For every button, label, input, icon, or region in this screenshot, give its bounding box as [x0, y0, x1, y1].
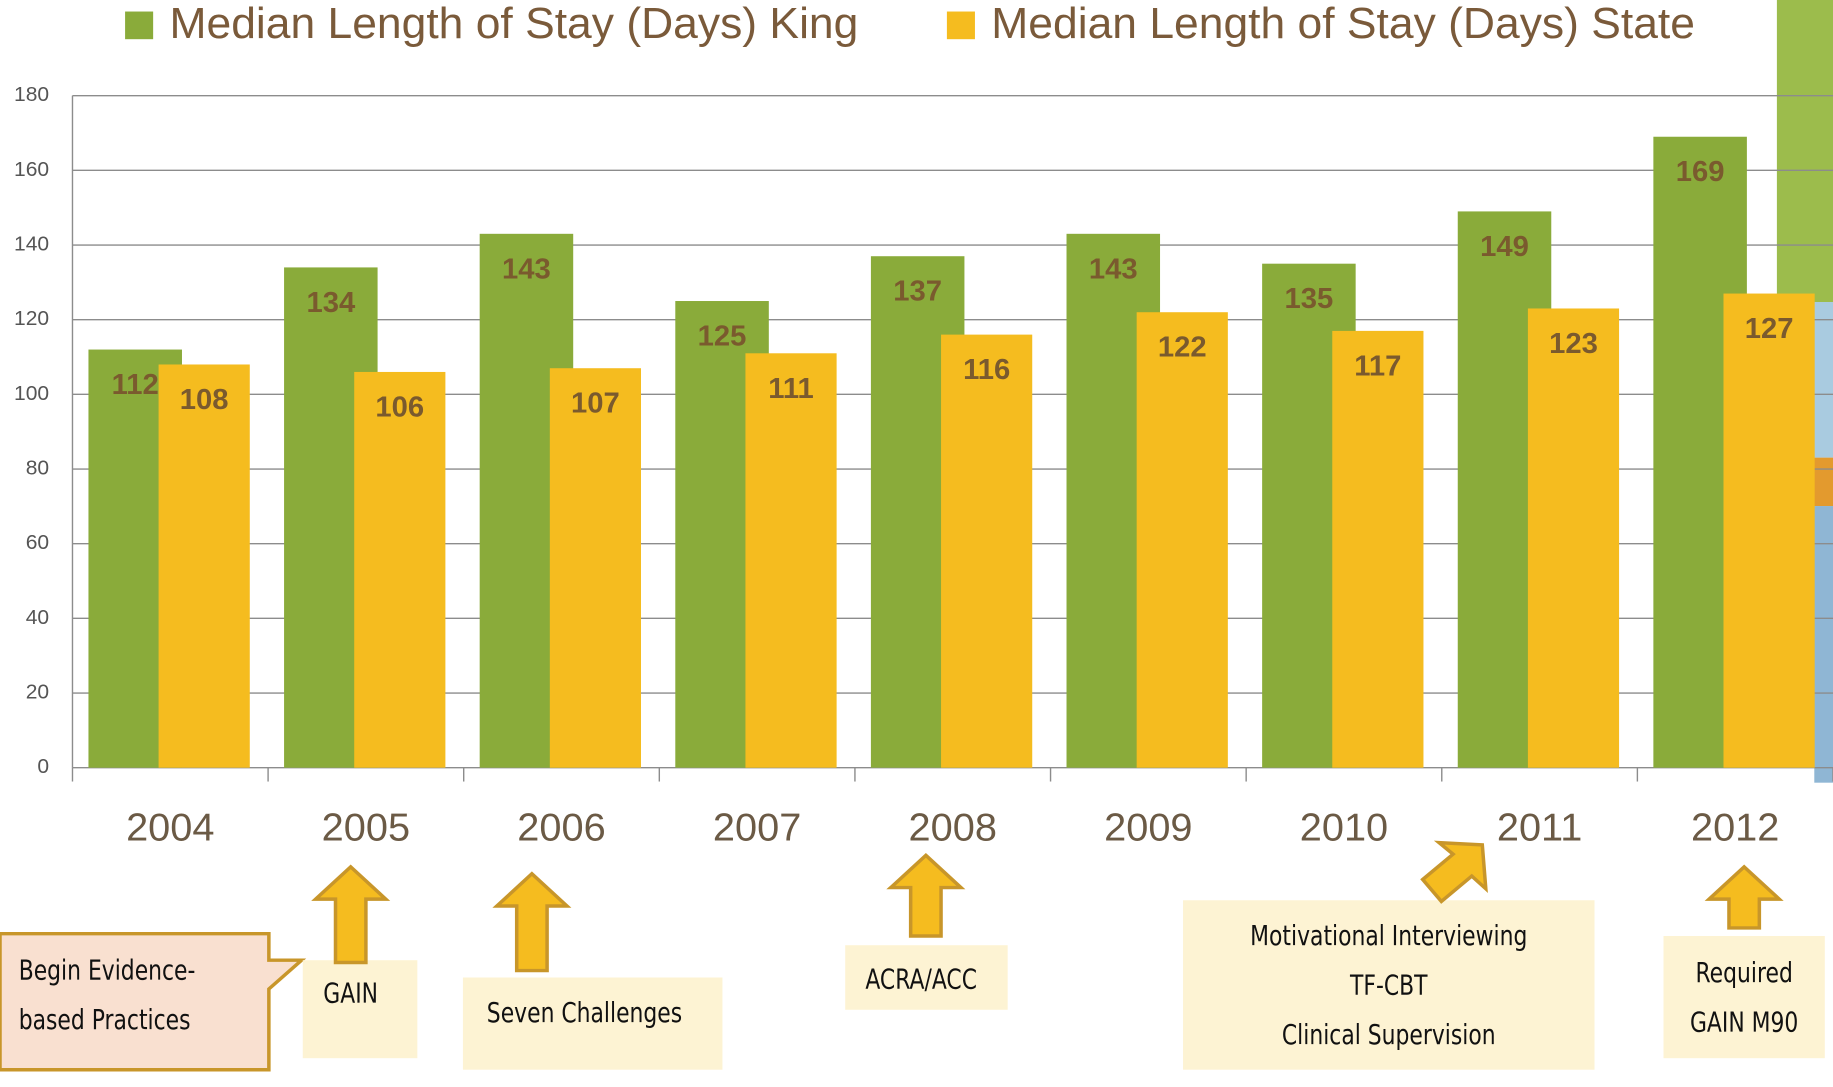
note-box [462, 977, 723, 1070]
annotation-text: Seven Challenges [487, 997, 682, 1029]
arrow [1420, 840, 1488, 904]
data-label: 125 [698, 321, 747, 353]
annotation-text: GAIN M90 [1690, 1006, 1798, 1038]
annotation-text: Required [1695, 956, 1792, 988]
bar [745, 353, 837, 768]
arrow [492, 871, 572, 973]
y-tick-label: 160 [14, 158, 49, 181]
y-tick-label: 140 [14, 233, 49, 256]
x-tick-label: 2008 [909, 806, 997, 850]
data-label: 112 [112, 369, 159, 401]
data-label: 143 [1089, 253, 1138, 285]
data-label: 127 [1745, 313, 1794, 345]
data-label: 111 [768, 373, 814, 405]
bar [1723, 293, 1815, 768]
data-label: 117 [1354, 351, 1401, 383]
legend-label: Median Length of Stay (Days) State [991, 0, 1695, 48]
annotation-text: ACRA/ACC [865, 963, 977, 995]
y-tick-label: 20 [26, 681, 49, 704]
note-box [1663, 935, 1825, 1059]
data-label: 135 [1285, 283, 1334, 315]
y-tick-label: 100 [14, 382, 49, 405]
y-tick-label: 180 [14, 83, 49, 106]
note-box [1183, 900, 1595, 1070]
data-label: 108 [180, 384, 229, 416]
data-label: 107 [571, 388, 620, 420]
decor-strip [1776, 0, 1833, 303]
x-tick-label: 2009 [1104, 806, 1192, 850]
bar [1527, 308, 1620, 768]
arrow [886, 852, 966, 938]
decor-strip [1814, 457, 1833, 507]
arrow [311, 864, 391, 965]
data-label: 169 [1676, 156, 1725, 188]
x-tick-label: 2011 [1497, 806, 1582, 850]
legend-swatch [125, 11, 154, 40]
data-label: 122 [1158, 332, 1207, 364]
data-label: 134 [306, 287, 355, 319]
bar [1332, 330, 1424, 768]
bar [354, 371, 446, 768]
bar [941, 334, 1033, 768]
decor-strip [1814, 302, 1833, 458]
bar [158, 364, 250, 768]
annotation-text: GAIN [323, 977, 378, 1009]
data-label: 143 [502, 253, 551, 285]
y-tick-label: 80 [26, 457, 49, 480]
x-tick-label: 2006 [517, 806, 605, 850]
bar [1136, 312, 1228, 768]
plot: 0 20 40 60 80 100 120 140 160 180 Median Length of… [14, 0, 1833, 849]
y-tick-label: 0 [37, 755, 49, 778]
annotation-text: Clinical Supervision [1282, 1019, 1496, 1051]
x-tick-label: 2004 [126, 806, 214, 850]
data-label: 106 [375, 392, 424, 424]
x-tick-label: 2010 [1300, 806, 1388, 850]
x-tick-label: 2007 [713, 806, 801, 850]
annotation-text: Begin Evidence- [19, 954, 196, 986]
callout-box [0, 931, 307, 1072]
decor-strip [1814, 506, 1833, 783]
note-box [302, 960, 418, 1059]
bar [549, 368, 642, 768]
annotation-text: Motivational Interviewing [1250, 919, 1527, 951]
legend-swatch [946, 11, 975, 40]
data-label: 123 [1549, 328, 1598, 360]
legend-label: Median Length of Stay (Days) King [170, 0, 859, 48]
x-tick-label: 2012 [1691, 806, 1779, 850]
data-label: 137 [893, 276, 942, 308]
annotation-text: based Practices [19, 1004, 191, 1036]
arrow [1704, 864, 1784, 930]
y-tick-label: 40 [26, 606, 49, 629]
annotations: Begin Evidence-based Practices GAIN Seven … [0, 840, 1825, 1072]
data-label: 149 [1480, 231, 1529, 263]
x-tick-label: 2005 [322, 806, 410, 850]
y-tick-label: 60 [26, 531, 49, 554]
annotation-text: TF-CBT [1349, 969, 1428, 1001]
data-label: 116 [963, 354, 1010, 386]
y-tick-label: 120 [14, 307, 49, 330]
note-box [845, 945, 1008, 1010]
